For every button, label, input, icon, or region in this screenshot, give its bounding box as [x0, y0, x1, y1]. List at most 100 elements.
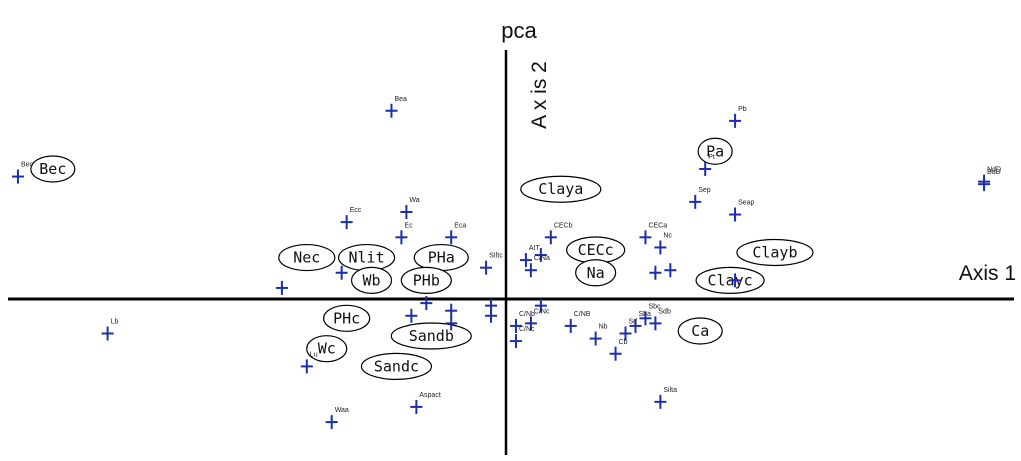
variable-text: Nlit [348, 249, 384, 267]
point-label: Aspact [419, 392, 440, 399]
variable-label: PHc [323, 304, 371, 332]
data-point: SIltc [480, 253, 503, 275]
point-label: Cb [619, 339, 628, 346]
data-point [729, 273, 742, 288]
data-point [275, 280, 288, 295]
variable-label: CECc [566, 236, 626, 264]
data-point: Aspact [410, 392, 441, 414]
data-point [335, 265, 348, 280]
variable-text: Sandc [374, 357, 419, 375]
data-point: C/Nb [509, 311, 535, 333]
data-point: C/Nc [524, 308, 550, 331]
variable-label: Wc [306, 335, 348, 363]
data-point [534, 248, 547, 263]
point-label: CECb [554, 222, 573, 229]
data-point: Bea [385, 96, 407, 118]
variable-text: Ca [691, 322, 709, 340]
variable-ellipse [306, 335, 348, 363]
data-point [485, 308, 498, 323]
point-label: Silta [663, 387, 677, 394]
point-label: Sbc [648, 303, 661, 310]
point-label: Nb [599, 324, 608, 331]
variable-text: PHa [428, 249, 455, 267]
data-point: Pt [699, 154, 715, 176]
data-point: Wa [400, 197, 420, 219]
data-point: NdD [978, 167, 1001, 189]
data-point [649, 265, 662, 280]
axes [8, 50, 1014, 455]
variable-label: Sandb [390, 322, 472, 350]
data-point: CECb [544, 222, 573, 245]
point-label: Sdb [658, 308, 671, 315]
variable-ellipse [677, 317, 723, 345]
data-point: Bec [11, 162, 34, 184]
point-label: Nc [663, 232, 672, 239]
data-point: Seap [729, 200, 755, 222]
variable-text: PHb [413, 271, 440, 289]
data-point: C/Nc [509, 326, 535, 349]
data-point: AIT [519, 245, 541, 268]
variable-ellipse [736, 238, 814, 267]
point-label: Ecc [350, 207, 362, 214]
variable-text: Wb [363, 271, 381, 289]
point-label: SIltc [489, 253, 503, 260]
data-point [664, 263, 677, 278]
data-point [405, 308, 418, 323]
variable-ellipse [400, 266, 452, 294]
point-label: C/Na [534, 255, 550, 262]
point-label: C/Nc [519, 326, 535, 333]
data-point: Sep [689, 187, 711, 209]
data-point [445, 316, 458, 331]
data-point: Cb [609, 339, 628, 361]
point-label: Sep [698, 187, 711, 194]
point-label: C/Nc [534, 308, 550, 315]
variable-label: Sandc [360, 352, 433, 381]
variable-ellipse [323, 304, 371, 332]
data-point: Silta [654, 387, 677, 409]
point-label: C/Nb [519, 311, 535, 318]
point-label: Seap [738, 200, 754, 207]
variable-text: Na [587, 264, 605, 282]
y-axis-label: A x is 2 [528, 61, 551, 129]
variable-label: Na [575, 259, 617, 287]
point-label: Waa [335, 407, 349, 414]
variable-label: Bec [30, 155, 76, 183]
point-label: Bea [394, 96, 407, 103]
chart-title: pca [501, 18, 537, 43]
data-point: Lu [300, 351, 318, 374]
data-point: Lb [101, 319, 118, 341]
variable-label: Nlit [337, 243, 396, 272]
point-label: Wa [409, 197, 419, 204]
variable-text: Claya [538, 180, 583, 198]
variable-label: PHb [400, 266, 452, 294]
variable-label: Nec [278, 243, 336, 272]
point-label: Pt [708, 154, 715, 161]
variable-label: Ca [677, 317, 723, 345]
data-point [534, 298, 547, 313]
point-label: Ec [404, 222, 413, 229]
variable-label: Pa [697, 137, 733, 165]
data-point: CECa [639, 222, 667, 245]
data-point: Sdb [649, 308, 671, 331]
variable-ellipse [575, 259, 617, 287]
data-point: Ecc [340, 207, 362, 230]
data-point: Pb [729, 106, 747, 128]
variable-ellipse [360, 352, 433, 381]
variable-ellipse [350, 266, 393, 294]
data-point: Nc [654, 232, 672, 255]
variable-ellipse [697, 137, 733, 165]
x-axis-label: Axis 1 [959, 262, 1016, 285]
data-point [420, 296, 433, 311]
point-label: BdD [987, 169, 1001, 176]
variable-text: Wc [318, 340, 336, 358]
variable-text: PHc [333, 309, 360, 327]
variable-ellipse [30, 155, 76, 183]
data-point: Waa [325, 407, 349, 430]
variable-label: Clayb [736, 238, 814, 267]
variable-text: Pa [706, 142, 724, 160]
variable-text: Clayb [752, 244, 797, 262]
data-point: Sd [619, 319, 637, 341]
